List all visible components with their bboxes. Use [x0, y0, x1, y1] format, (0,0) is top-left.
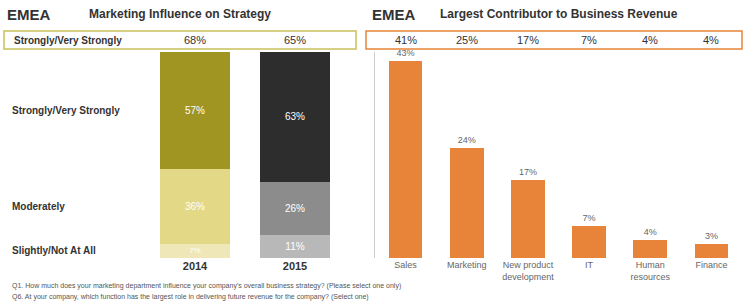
svg-text:Marketing Influence on Strateg: Marketing Influence on Strategy	[89, 7, 271, 21]
svg-text:4%: 4%	[703, 34, 719, 46]
svg-text:Sales: Sales	[394, 260, 417, 270]
svg-text:7%: 7%	[189, 246, 200, 255]
svg-text:57%: 57%	[185, 105, 205, 116]
svg-text:7%: 7%	[583, 213, 596, 223]
svg-text:63%: 63%	[285, 111, 305, 122]
svg-text:3%: 3%	[705, 231, 718, 241]
svg-text:36%: 36%	[185, 201, 205, 212]
svg-text:2014: 2014	[183, 260, 208, 272]
svg-text:25%: 25%	[456, 34, 478, 46]
svg-text:65%: 65%	[284, 34, 306, 46]
svg-text:Strongly/Very Strongly: Strongly/Very Strongly	[14, 35, 122, 46]
svg-text:24%: 24%	[458, 135, 476, 145]
svg-text:2015: 2015	[283, 260, 307, 272]
svg-text:IT: IT	[585, 260, 594, 270]
svg-text:New productdevelopment: New productdevelopment	[502, 260, 554, 282]
svg-text:Marketing: Marketing	[447, 260, 487, 270]
svg-text:Q6. At your company, which fun: Q6. At your company, which function has …	[12, 293, 369, 301]
svg-text:4%: 4%	[644, 227, 657, 237]
svg-text:17%: 17%	[519, 167, 537, 177]
svg-text:11%: 11%	[285, 241, 304, 252]
svg-text:EMEA: EMEA	[372, 6, 416, 23]
svg-text:43%: 43%	[397, 48, 415, 58]
svg-text:Q1. How much does your marketi: Q1. How much does your marketing departm…	[12, 282, 401, 290]
svg-text:Strongly/Very Strongly: Strongly/Very Strongly	[12, 105, 120, 116]
svg-text:68%: 68%	[184, 34, 206, 46]
svg-text:Largest Contributor to Busines: Largest Contributor to Business Revenue	[440, 7, 678, 21]
svg-text:4%: 4%	[642, 34, 658, 46]
svg-text:Humanresources: Humanresources	[630, 260, 670, 282]
svg-text:Slightly/Not At All: Slightly/Not At All	[12, 245, 96, 256]
svg-text:17%: 17%	[517, 34, 539, 46]
svg-text:EMEA: EMEA	[7, 6, 51, 23]
svg-text:26%: 26%	[285, 203, 305, 214]
svg-text:7%: 7%	[581, 34, 597, 46]
svg-text:Moderately: Moderately	[12, 201, 65, 212]
svg-text:41%: 41%	[395, 34, 417, 46]
svg-text:Finance: Finance	[695, 260, 727, 270]
